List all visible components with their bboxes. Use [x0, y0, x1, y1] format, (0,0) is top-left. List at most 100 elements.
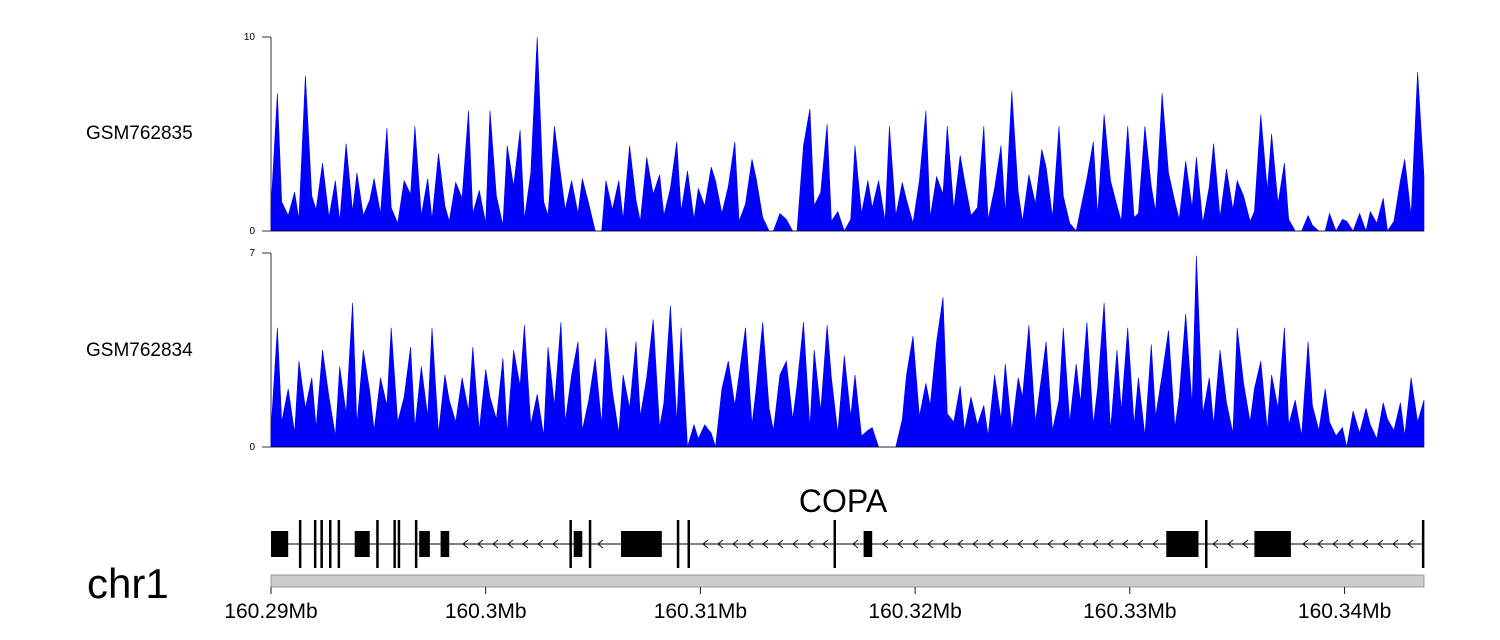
strand-arrow [882, 539, 889, 549]
exon [1166, 531, 1199, 557]
exon [376, 520, 379, 568]
x-tick-label: 160.31Mb [654, 600, 747, 623]
exon [687, 520, 690, 568]
strand-arrow [1017, 539, 1024, 549]
strand-arrow [927, 539, 934, 549]
strand-arrow [807, 539, 814, 549]
strand-arrow [1047, 539, 1054, 549]
strand-arrow [972, 539, 979, 549]
strand-arrow [717, 539, 724, 549]
x-tick-label: 160.32Mb [868, 600, 961, 623]
exon [313, 520, 317, 568]
strand-arrow [1377, 539, 1384, 549]
strand-arrow [957, 539, 964, 549]
exon [621, 531, 662, 557]
gene-name: COPA [799, 483, 888, 519]
strand-arrow [477, 539, 484, 549]
strand-arrow [912, 539, 919, 549]
strand-arrow [1077, 539, 1084, 549]
gene-exons [271, 520, 1425, 568]
strand-arrow [1062, 539, 1069, 549]
strand-arrow [1407, 539, 1414, 549]
track-gsm762834: GSM762834 7 0 [86, 248, 1425, 453]
strand-arrow [1032, 539, 1039, 549]
track-label-gsm762835: GSM762835 [86, 123, 193, 144]
y-axis-gsm762835: 10 0 [244, 32, 272, 237]
exon [329, 520, 332, 568]
x-tick-label: 160.29Mb [224, 600, 317, 623]
x-tick-label: 160.3Mb [445, 600, 527, 623]
coverage-area-gsm762834 [270, 255, 1425, 448]
strand-arrow [987, 539, 994, 549]
chromosome-label: chr1 [87, 560, 169, 607]
strand-arrow [777, 539, 784, 549]
y-tick-label-max: 10 [244, 32, 256, 43]
y-tick-label-zero: 0 [249, 226, 255, 237]
strand-arrow [1302, 539, 1309, 549]
strand-arrow [1152, 539, 1159, 549]
track-label-gsm762834: GSM762834 [86, 340, 193, 361]
x-tick-label: 160.33Mb [1083, 600, 1176, 623]
strand-arrow [1002, 539, 1009, 549]
y-tick-label-zero: 0 [249, 442, 255, 453]
strand-arrow [597, 539, 604, 549]
gene-track: COPA [271, 483, 1425, 568]
exon [588, 520, 592, 568]
strand-arrow [462, 539, 469, 549]
chromosome-ideogram-bar [270, 574, 1425, 588]
strand-arrow [1122, 539, 1129, 549]
track-gsm762835: GSM762835 10 0 [86, 32, 1425, 237]
exon [298, 520, 302, 568]
strand-arrow [1362, 539, 1369, 549]
exon [573, 531, 583, 557]
strand-arrow [507, 539, 514, 549]
strand-arrow [792, 539, 799, 549]
strand-arrow [552, 539, 559, 549]
y-tick-label-max: 7 [249, 248, 255, 259]
coverage-area-gsm762835 [270, 36, 1425, 233]
strand-arrow [732, 539, 739, 549]
strand-arrow [1137, 539, 1144, 549]
genome-axis: chr1 160.29Mb 160.3Mb 160.31Mb 160.32Mb 160.… [87, 560, 1425, 623]
exon [833, 520, 836, 568]
coverage-area-path [270, 255, 1425, 448]
strand-arrow [897, 539, 904, 549]
exon [320, 520, 323, 568]
strand-arrow [1242, 539, 1249, 549]
strand-arrow [1317, 539, 1324, 549]
strand-arrow [1092, 539, 1099, 549]
exon [337, 520, 341, 568]
strand-arrow [852, 539, 859, 549]
strand-arrow [942, 539, 949, 549]
exon [676, 520, 680, 568]
exon [569, 520, 572, 568]
strand-arrow [1347, 539, 1354, 549]
strand-arrow [1332, 539, 1339, 549]
exon [354, 531, 370, 557]
x-tick-label: 160.34Mb [1298, 600, 1391, 623]
strand-arrow [1212, 539, 1219, 549]
strand-arrow [492, 539, 499, 549]
strand-arrow [1392, 539, 1399, 549]
exon [414, 520, 418, 568]
y-axis-gsm762834: 7 0 [249, 248, 272, 453]
exon [863, 531, 873, 557]
strand-arrow [702, 539, 709, 549]
strand-arrow [522, 539, 529, 549]
exon [393, 520, 396, 568]
exon [397, 520, 401, 568]
exon [1254, 531, 1291, 557]
strand-arrow [537, 539, 544, 549]
exon [419, 531, 430, 557]
exon [1205, 520, 1208, 568]
exon [440, 531, 450, 557]
exon [1421, 520, 1425, 568]
strand-arrow [822, 539, 829, 549]
strand-arrows [462, 539, 1414, 549]
strand-arrow [762, 539, 769, 549]
strand-arrow [1107, 539, 1114, 549]
strand-arrow [747, 539, 754, 549]
x-axis-ticks: 160.29Mb 160.3Mb 160.31Mb 160.32Mb 160.33Mb 1… [224, 587, 1391, 623]
strand-arrow [1227, 539, 1234, 549]
